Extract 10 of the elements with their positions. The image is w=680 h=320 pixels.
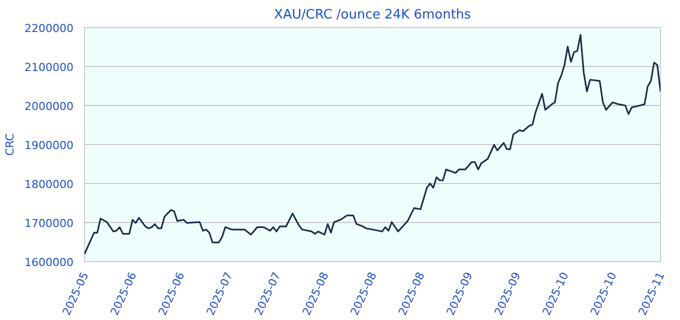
y-axis-title: CRC [4, 132, 17, 156]
chart-title: XAU/CRC /ounce 24K 6months [274, 8, 472, 22]
y-tick-label: 2100000 [24, 61, 74, 74]
y-tick-label: 1700000 [24, 217, 74, 230]
y-tick-label: 1900000 [24, 139, 74, 152]
y-tick-label: 1800000 [24, 178, 74, 191]
line-series [84, 34, 660, 255]
y-tick-label: 1600000 [24, 256, 74, 269]
y-tick-label: 2000000 [24, 100, 74, 113]
y-tick-label: 2200000 [24, 22, 74, 35]
